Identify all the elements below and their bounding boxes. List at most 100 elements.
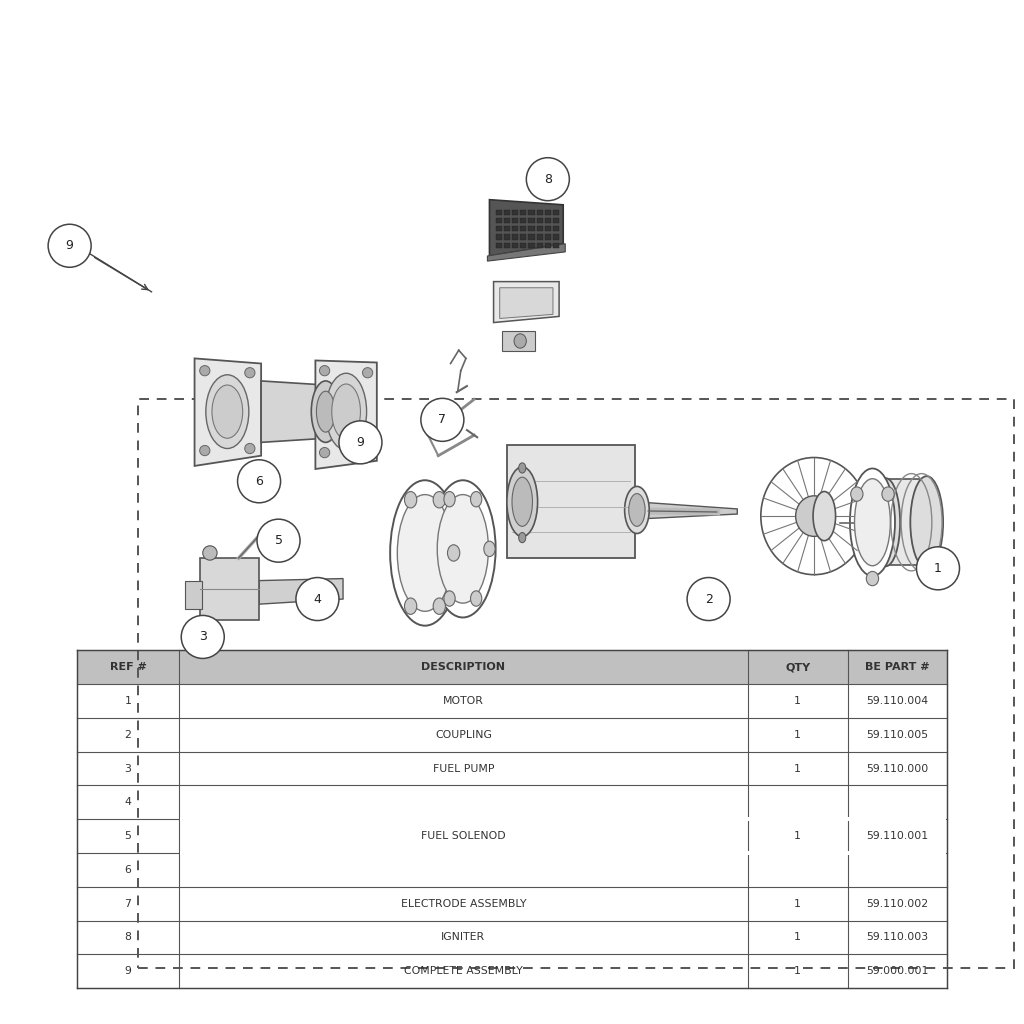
Bar [504,218,510,223]
Text: COMPLETE ASSEMBLY: COMPLETE ASSEMBLY [404,967,522,976]
Text: 59.110.000: 59.110.000 [866,764,929,773]
Bar [537,218,543,223]
Text: 1: 1 [934,562,942,574]
Ellipse shape [444,492,455,507]
Circle shape [48,224,91,267]
Bar [496,210,502,215]
Ellipse shape [871,478,900,566]
Text: 2: 2 [705,593,713,605]
Bar [504,226,510,231]
Polygon shape [500,288,553,318]
Polygon shape [494,282,559,323]
Bar [537,210,543,215]
Bar [520,218,526,223]
Text: 59.110.004: 59.110.004 [866,696,929,706]
Bar [496,243,502,248]
Bar [553,218,559,223]
Ellipse shape [519,532,526,543]
Ellipse shape [854,479,890,565]
Bar [496,234,502,240]
Text: QTY: QTY [785,663,810,672]
Text: 1: 1 [795,933,801,942]
Ellipse shape [519,463,526,473]
Bar [512,218,518,223]
Text: 59.000.001: 59.000.001 [866,967,929,976]
Ellipse shape [761,458,867,574]
Bar [528,226,535,231]
Text: 1: 1 [795,696,801,706]
Bar [545,218,551,223]
Ellipse shape [316,391,335,432]
Bar [512,210,518,215]
Text: MOTOR: MOTOR [443,696,483,706]
Bar [537,226,543,231]
Bar [512,243,518,248]
Text: 3: 3 [199,631,207,643]
Bar [545,226,551,231]
Bar [545,210,551,215]
Text: 1: 1 [795,831,801,841]
Bar [520,234,526,240]
Polygon shape [259,579,343,604]
Text: 1: 1 [795,899,801,908]
Ellipse shape [813,492,836,541]
Ellipse shape [796,496,833,537]
Bar [520,243,526,248]
Text: 59.110.002: 59.110.002 [866,899,929,908]
Circle shape [687,578,730,621]
Ellipse shape [319,366,330,376]
Polygon shape [886,479,927,565]
Ellipse shape [866,571,879,586]
Ellipse shape [851,487,863,502]
Bar [553,234,559,240]
Ellipse shape [430,480,496,617]
Polygon shape [195,358,261,466]
Circle shape [339,421,382,464]
Text: REF #: REF # [110,663,146,672]
Bar [504,234,510,240]
Bar [77,650,947,684]
Bar [553,210,559,215]
Ellipse shape [397,495,453,611]
Bar [504,210,510,215]
Bar [553,243,559,248]
Text: COUPLING: COUPLING [435,730,492,739]
Ellipse shape [326,374,367,451]
Text: 1: 1 [795,967,801,976]
Ellipse shape [212,385,243,438]
Ellipse shape [332,384,360,439]
Text: 4: 4 [313,593,322,605]
Bar [545,243,551,248]
Bar [537,243,543,248]
Bar [528,218,535,223]
Text: BE PART #: BE PART # [865,663,930,672]
Ellipse shape [319,447,330,458]
Ellipse shape [404,598,417,614]
Text: IGNITER: IGNITER [441,933,485,942]
Ellipse shape [471,492,482,507]
Bar [180,851,946,855]
Text: 59.110.003: 59.110.003 [866,933,929,942]
Text: 1: 1 [795,764,801,773]
Bar [496,218,502,223]
Text: 1: 1 [795,730,801,739]
Text: 6: 6 [255,475,263,487]
Ellipse shape [206,375,249,449]
Bar [545,234,551,240]
Ellipse shape [433,492,445,508]
Circle shape [238,460,281,503]
Bar [502,331,535,351]
Circle shape [257,519,300,562]
Ellipse shape [311,381,340,442]
Text: 7: 7 [125,899,131,908]
Bar [520,210,526,215]
Bar [180,817,946,821]
Ellipse shape [484,541,496,557]
Text: 59.110.005: 59.110.005 [866,730,929,739]
Polygon shape [635,502,737,519]
Text: ELECTRODE ASSEMBLY: ELECTRODE ASSEMBLY [400,899,526,908]
Polygon shape [315,360,377,469]
Text: 2: 2 [125,730,131,739]
Bar [200,558,259,620]
Bar [504,243,510,248]
